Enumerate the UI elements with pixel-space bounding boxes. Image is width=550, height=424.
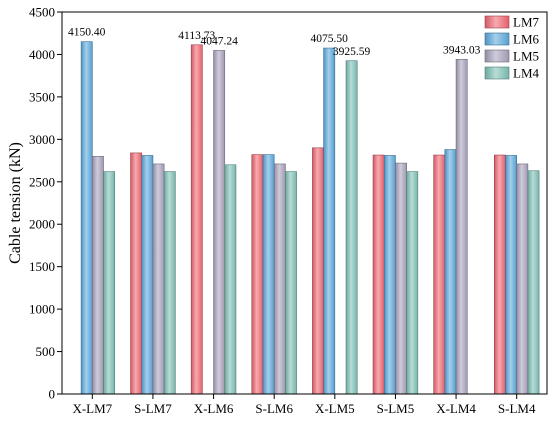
bar-s-lm4-lm6: [505, 155, 517, 395]
bar-x-lm7-lm5: [92, 156, 104, 395]
bar-s-lm4-lm5: [516, 163, 529, 395]
x-tick-label: X-LM6: [194, 401, 234, 416]
legend-swatch-lm5: [484, 49, 510, 63]
data-label: 4113.73: [178, 30, 215, 42]
axis-layer: 0 500 1000 1500 2000 2500 3000 3500 4000 4500 X-LM…: [29, 5, 536, 417]
y-tick-label: 500: [36, 344, 56, 359]
data-label: 4150.40: [68, 27, 106, 39]
x-tick-label: S-LM7: [134, 401, 172, 416]
plot-frame: [61, 11, 548, 395]
data-label: 4047.24: [200, 35, 238, 47]
x-tick-label: X-LM4: [436, 401, 476, 416]
bar-s-lm6-lm7: [251, 154, 264, 395]
bar-x-lm6-lm7: [190, 44, 203, 395]
legend-swatch-lm4: [484, 66, 510, 80]
bars-layer: [80, 41, 540, 395]
bar-s-lm6-lm5: [273, 163, 286, 395]
legend-label-lm4: LM4: [513, 66, 540, 81]
bar-x-lm5-lm7: [312, 147, 324, 395]
bar-s-lm4-lm7: [493, 154, 506, 395]
legend-label-lm6: LM6: [513, 32, 540, 47]
legend-label-lm5: LM5: [513, 49, 539, 64]
bar-s-lm6-lm4: [285, 171, 297, 395]
x-tick-label: S-LM5: [377, 401, 415, 416]
legend: LM7 LM6 LM5 LM4: [484, 15, 540, 81]
y-axis-title: Cable tension (kN): [7, 142, 24, 264]
x-tick-label: X-LM5: [315, 401, 355, 416]
y-tick-label: 4500: [29, 5, 55, 20]
x-tick-label: S-LM6: [255, 401, 293, 416]
bar-s-lm5-lm4: [406, 171, 419, 395]
bar-s-lm7-lm5: [152, 163, 165, 395]
bar-s-lm4-lm4: [527, 170, 540, 395]
bar-x-lm4-lm7: [433, 154, 446, 395]
y-tick-label: 1500: [29, 259, 55, 274]
x-tick-label: X-LM7: [72, 401, 112, 416]
bar-x-lm4-lm6: [444, 149, 457, 395]
legend-label-lm7: LM7: [513, 15, 540, 30]
y-tick-label: 1000: [29, 302, 55, 317]
bar-x-lm5-lm6: [323, 47, 336, 395]
bar-x-lm6-lm5: [213, 50, 226, 395]
bar-s-lm7-lm7: [130, 152, 143, 395]
bar-x-lm6-lm4: [224, 164, 237, 395]
y-tick-label: 0: [49, 387, 56, 402]
bar-s-lm7-lm4: [163, 171, 176, 395]
bar-x-lm5-lm4: [345, 60, 358, 395]
bar-s-lm5-lm6: [383, 155, 396, 395]
y-tick-label: 3000: [29, 132, 55, 147]
x-tick-label: S-LM4: [498, 401, 536, 416]
y-tick-label: 3500: [29, 89, 55, 104]
y-tick-label: 2000: [29, 217, 55, 232]
bar-s-lm5-lm7: [372, 154, 385, 395]
bar-s-lm5-lm5: [395, 162, 407, 395]
bar-s-lm6-lm6: [262, 154, 275, 395]
legend-swatch-lm7: [484, 15, 510, 29]
y-tick-label: 4000: [29, 47, 55, 62]
data-label: 3943.03: [443, 44, 481, 56]
bar-x-lm7-lm6: [80, 41, 93, 395]
y-tick-label: 2500: [29, 174, 55, 189]
bar-s-lm7-lm6: [141, 155, 154, 395]
bar-x-lm4-lm5: [455, 58, 468, 395]
data-label: 4075.50: [311, 33, 349, 45]
data-label: 3925.59: [333, 46, 371, 58]
legend-swatch-lm6: [484, 32, 510, 46]
bar-x-lm7-lm4: [103, 171, 116, 395]
